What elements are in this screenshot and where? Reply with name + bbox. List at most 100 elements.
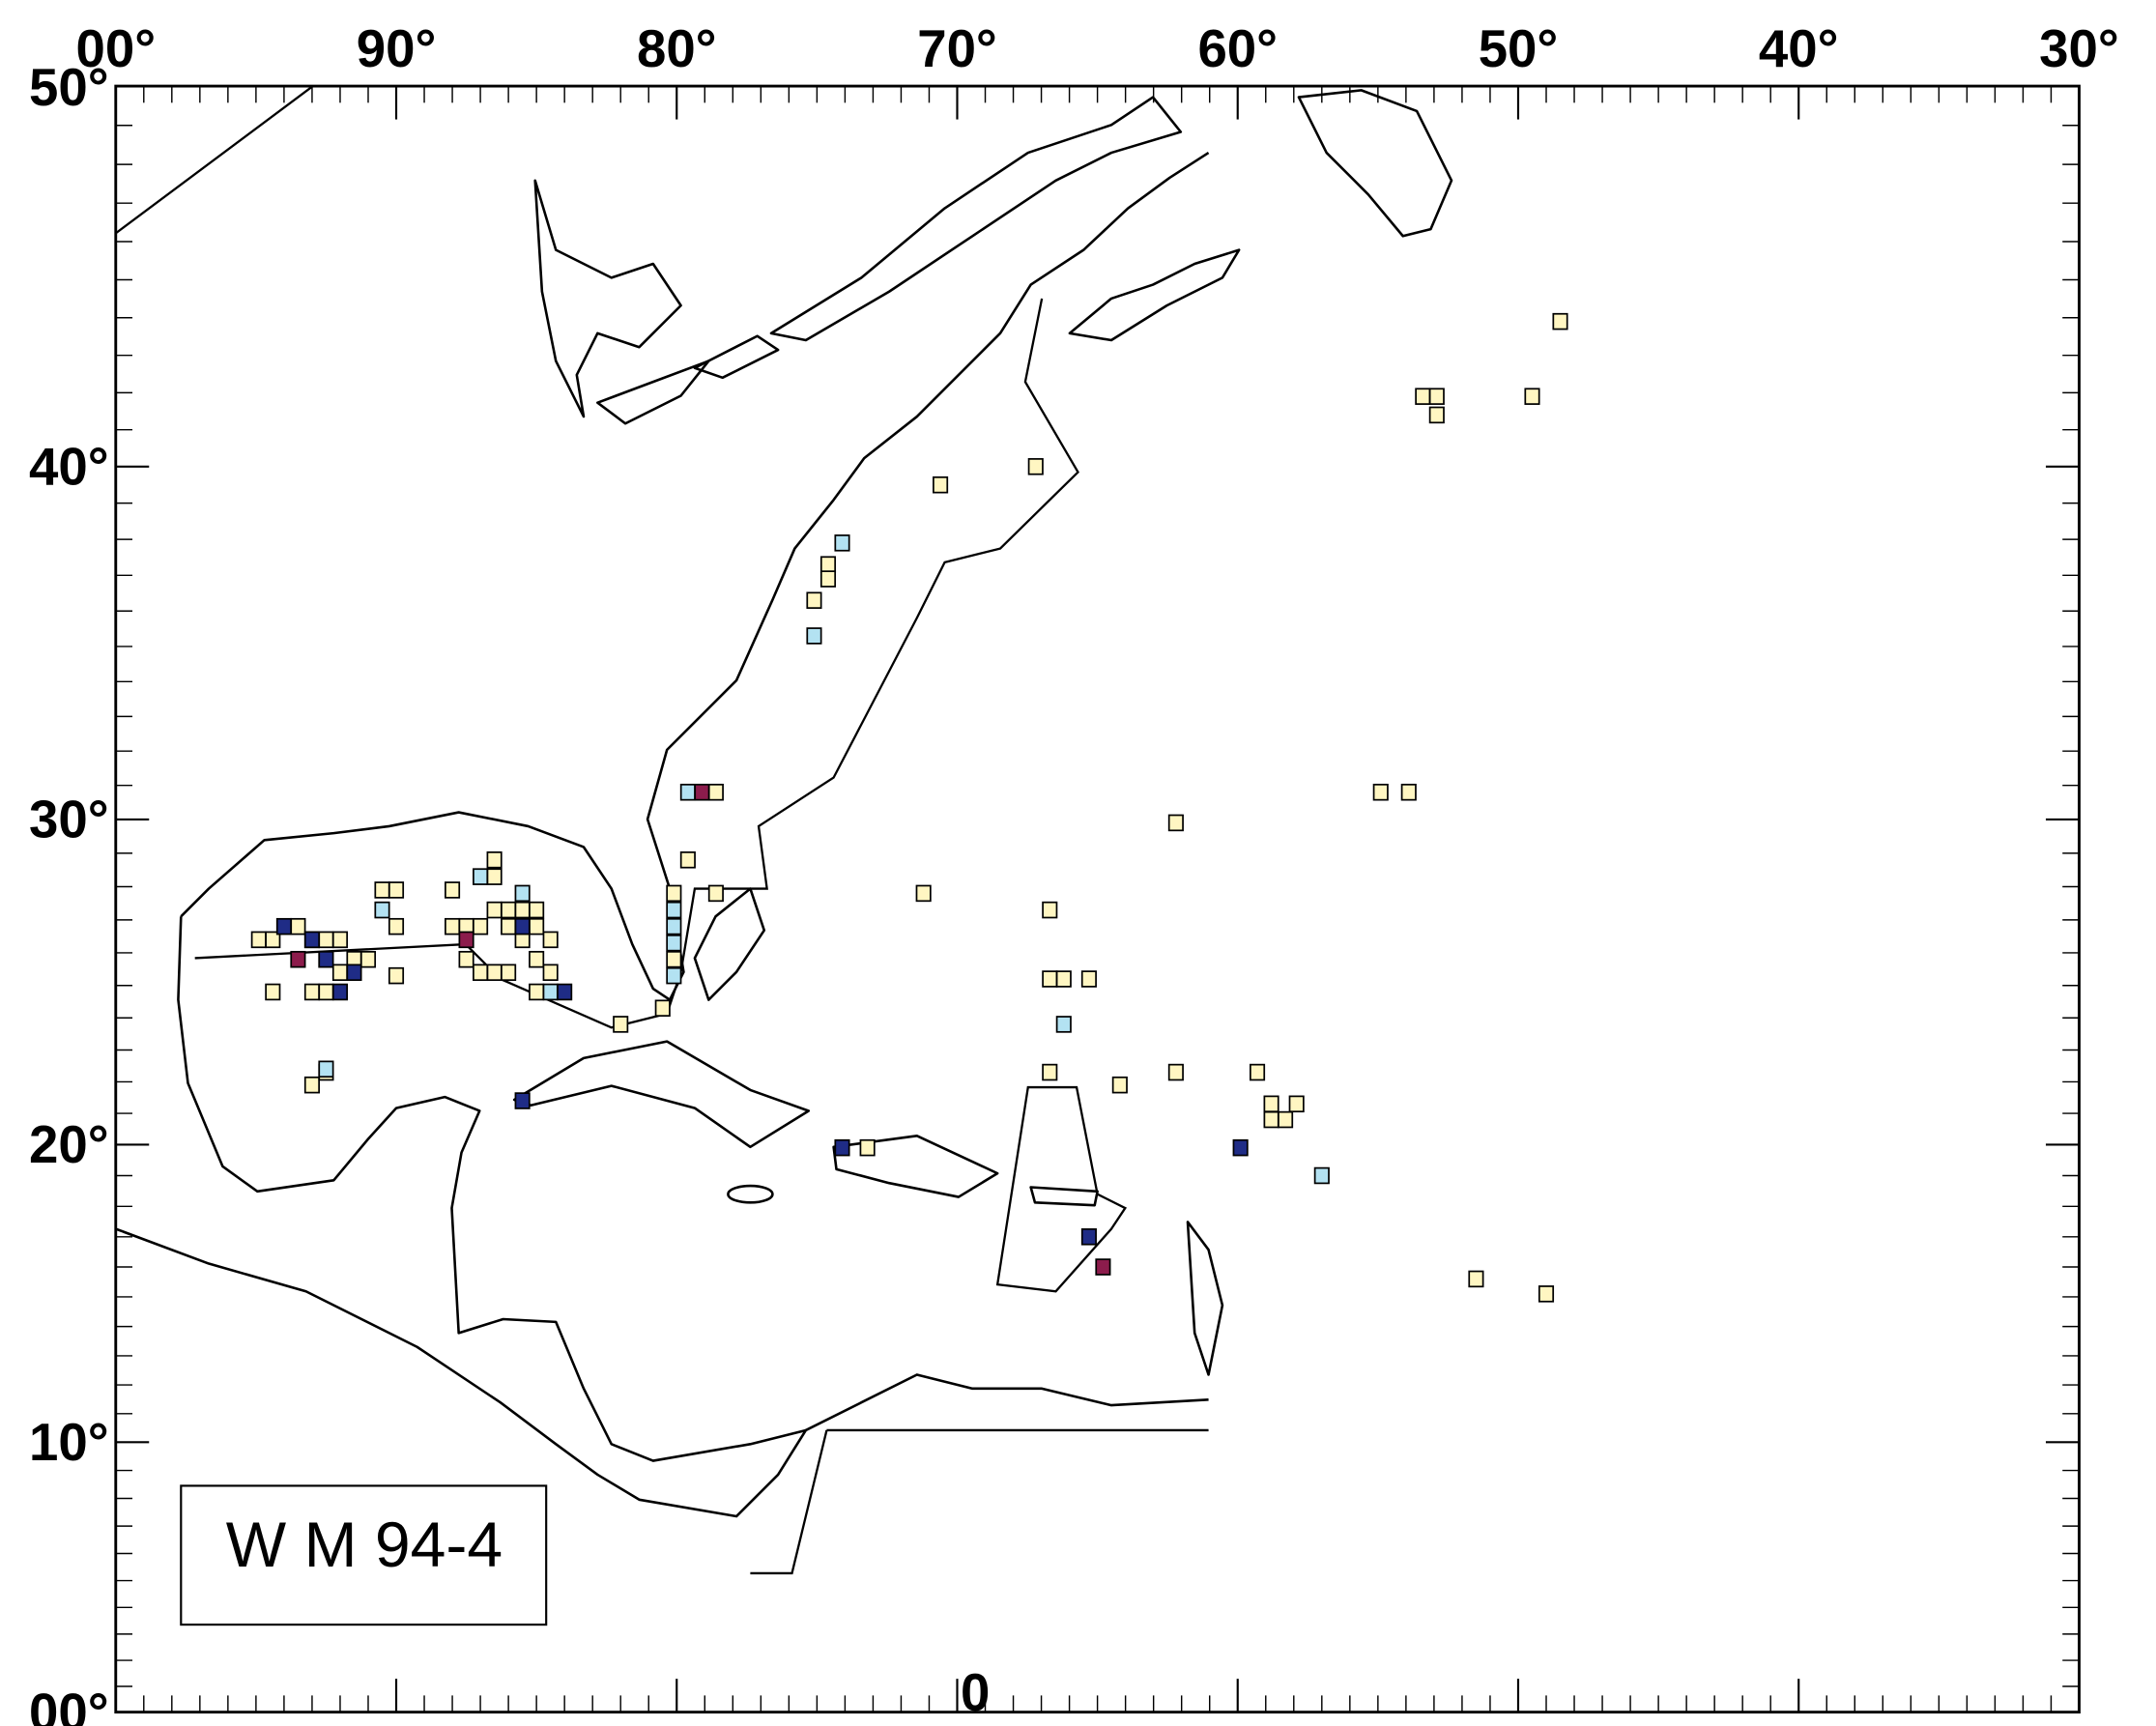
grid-cell xyxy=(542,983,559,1001)
grid-cell xyxy=(1288,1095,1305,1113)
grid-cell xyxy=(318,931,334,949)
grid-cell xyxy=(290,917,306,935)
grid-cell xyxy=(557,983,573,1001)
coastlines xyxy=(115,89,1453,1518)
grid-cell xyxy=(346,964,362,982)
grid-cell xyxy=(445,881,461,899)
grid-cell xyxy=(707,783,724,801)
grid-cell xyxy=(318,950,334,968)
grid-cell xyxy=(666,966,682,985)
grid-cell xyxy=(445,917,461,935)
x-tick-label: 90° xyxy=(357,19,437,78)
grid-cell xyxy=(613,1016,629,1033)
grid-cell xyxy=(514,1092,531,1109)
grid-cell xyxy=(1263,1095,1279,1113)
grid-cell xyxy=(388,966,405,985)
grid-cell xyxy=(275,917,292,935)
grid-cell xyxy=(1042,901,1058,919)
grid-cell xyxy=(707,884,724,903)
grid-cell xyxy=(458,950,474,968)
grid-cell xyxy=(250,931,267,949)
grid-cell xyxy=(303,1076,320,1094)
grid-cell xyxy=(303,983,320,1001)
grid-cell xyxy=(331,964,349,982)
grid-cell xyxy=(1095,1258,1111,1276)
grid-cell xyxy=(331,983,349,1001)
grid-cell xyxy=(1313,1166,1330,1185)
grid-cell xyxy=(1263,1110,1279,1129)
grid-cell xyxy=(514,884,531,903)
grid-cell xyxy=(819,556,837,573)
grid-cell xyxy=(542,931,559,949)
grid-cell xyxy=(529,917,545,935)
map-frame xyxy=(114,84,2081,1714)
grid-cell xyxy=(1232,1138,1249,1157)
y-tick-label: 10° xyxy=(29,1413,109,1472)
grid-cell xyxy=(1468,1270,1484,1288)
grid-cell xyxy=(318,983,334,1001)
x-tick-label: 50° xyxy=(1479,19,1559,78)
grid-cell xyxy=(915,884,932,903)
grid-cell xyxy=(473,964,489,982)
grid-cell xyxy=(1167,814,1184,832)
y-tick-label: 40° xyxy=(29,437,109,496)
grid-cell xyxy=(388,881,405,899)
grid-cell xyxy=(529,983,545,1001)
grid-cell xyxy=(486,851,503,869)
grid-cell xyxy=(473,917,489,935)
map-label: W M 94-4 xyxy=(226,1510,503,1581)
grid-cell xyxy=(331,931,349,949)
grid-cell xyxy=(806,591,822,609)
grid-cell xyxy=(265,931,281,949)
grid-cell xyxy=(501,901,517,919)
grid-cell xyxy=(514,917,531,935)
x-tick-label: 70° xyxy=(917,19,997,78)
grid-cell xyxy=(666,934,682,952)
grid-cell xyxy=(1524,388,1540,405)
grid-cell xyxy=(1250,1063,1266,1081)
grid-cell xyxy=(666,917,682,935)
grid-cell xyxy=(834,1138,850,1157)
x-tick-label: 40° xyxy=(1759,19,1839,78)
label-box xyxy=(180,1484,548,1626)
grid-cell xyxy=(501,917,517,935)
grid-cell xyxy=(1167,1063,1184,1081)
grid-cell xyxy=(834,534,850,552)
grid-cell xyxy=(1027,458,1044,475)
grid-cell xyxy=(1400,783,1417,801)
grid-cell xyxy=(1080,1228,1097,1246)
grid-cell xyxy=(1552,312,1568,331)
grid-cell xyxy=(303,931,320,949)
x-tick-label: 30° xyxy=(2039,19,2119,78)
grid-cell xyxy=(458,931,474,949)
grid-cell xyxy=(486,901,503,919)
grid-cell xyxy=(679,783,696,801)
grid-cell xyxy=(542,964,559,982)
grid-cell xyxy=(654,999,671,1017)
grid-cell xyxy=(1042,1063,1058,1081)
grid-cell xyxy=(265,983,281,1001)
y-tick-label: 00° xyxy=(29,1683,109,1726)
grid-cell xyxy=(933,475,949,494)
grid-cell xyxy=(374,881,390,899)
grid-cell xyxy=(290,950,306,968)
grid-cell xyxy=(806,627,822,645)
grid-cell xyxy=(374,901,390,919)
grid-cell xyxy=(1055,1016,1072,1033)
y-tick-label: 50° xyxy=(29,58,109,117)
grid-cell xyxy=(318,1060,334,1079)
grid-cell xyxy=(486,964,503,982)
axis-annotation: 0 xyxy=(961,1663,990,1722)
grid-cell xyxy=(486,868,503,885)
grid-cell xyxy=(819,570,837,588)
grid-cell xyxy=(666,901,682,919)
grid-cell xyxy=(1111,1076,1128,1094)
grid-cell xyxy=(1428,406,1445,424)
grid-cell xyxy=(666,884,682,903)
x-tick-label: 60° xyxy=(1197,19,1278,78)
grid-cell xyxy=(1042,970,1058,988)
grid-cell xyxy=(1538,1285,1555,1303)
x-tick-label: 00° xyxy=(75,19,156,78)
grid-cell xyxy=(679,851,696,869)
grid-cell xyxy=(501,964,517,982)
